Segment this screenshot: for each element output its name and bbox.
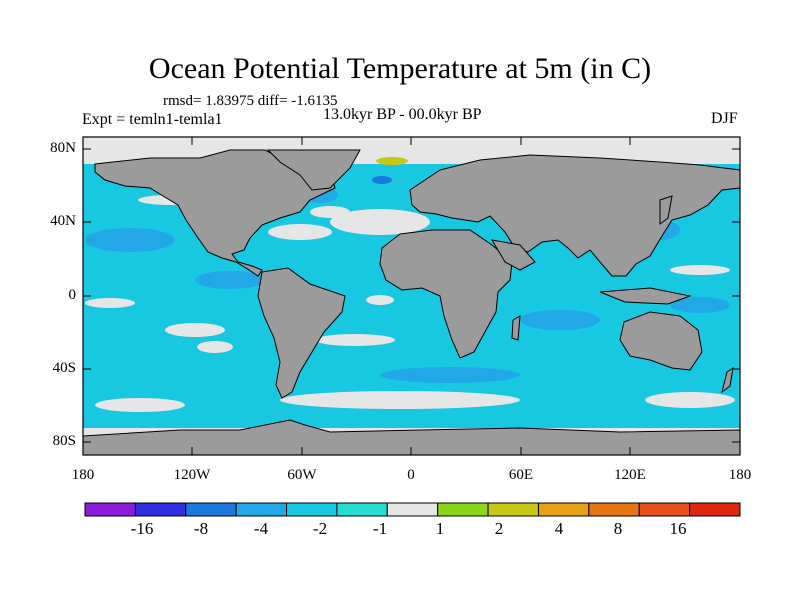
colorbar-label: -2: [312, 519, 328, 538]
colorbar-box: [386, 502, 439, 517]
experiment-label: Expt = temln1-temla1: [82, 111, 223, 128]
season-label: DJF: [711, 110, 738, 127]
y-tick-label: 40S: [52, 360, 76, 376]
x-tick-label: 120E: [614, 467, 646, 483]
y-tick-label: 40N: [50, 213, 76, 229]
colorbar-box: [487, 502, 539, 517]
y-tick-label: 80S: [52, 433, 76, 449]
madagascar: [511, 315, 521, 341]
x-tick-label: 180: [728, 467, 752, 483]
colorbar-box: [689, 502, 741, 517]
colorbar-label: -8: [193, 519, 209, 538]
greenland: [266, 149, 361, 191]
arabia: [491, 239, 536, 271]
x-tick-label: 180: [71, 467, 95, 483]
colorbar: [84, 502, 741, 517]
blue-anomaly-regions: [85, 187, 730, 383]
colorbar-label: 4: [554, 519, 564, 538]
new-zealand: [721, 366, 734, 394]
chart-title: Ocean Potential Temperature at 5m (in C): [148, 52, 652, 85]
south-america: [257, 267, 346, 399]
x-ticks: [82, 137, 741, 455]
colorbar-label: 1: [435, 519, 445, 538]
eurasia: [409, 154, 741, 277]
colorbar-box: [185, 502, 237, 517]
colorbar-label: 2: [494, 519, 504, 538]
x-tick-label: 0: [407, 467, 415, 483]
colorbar-box: [437, 502, 489, 517]
colorbar-label: -1: [372, 519, 388, 538]
colorbar-label: -4: [253, 519, 269, 538]
africa: [379, 229, 513, 359]
colorbar-box: [336, 502, 388, 517]
x-tick-label: 60W: [287, 467, 317, 483]
x-tick-label: 120W: [173, 467, 211, 483]
y-ticks: [83, 148, 740, 443]
colorbar-box: [638, 502, 691, 517]
colorbar-label: 8: [613, 519, 623, 538]
land-masses: [82, 149, 741, 456]
y-tick-label: 0: [68, 287, 77, 303]
colorbar-box: [537, 502, 590, 517]
colorbar-box: [84, 502, 136, 517]
period-label: 13.0kyr BP - 00.0kyr BP: [323, 106, 482, 123]
colorbar-box: [134, 502, 187, 517]
japan: [659, 195, 673, 225]
stats-text: rmsd= 1.83975 diff= -1.6135: [163, 93, 338, 109]
colorbar-label: 16: [669, 519, 687, 538]
colorbar-label: -16: [130, 519, 154, 538]
australia: [619, 311, 703, 371]
y-tick-label: 80N: [50, 140, 76, 156]
warm-anomaly-spot: [376, 157, 408, 165]
colorbar-box: [588, 502, 640, 517]
colorbar-box: [286, 502, 338, 517]
indonesia: [599, 287, 692, 305]
x-tick-label: 60E: [508, 467, 534, 483]
colorbar-box: [235, 502, 288, 517]
